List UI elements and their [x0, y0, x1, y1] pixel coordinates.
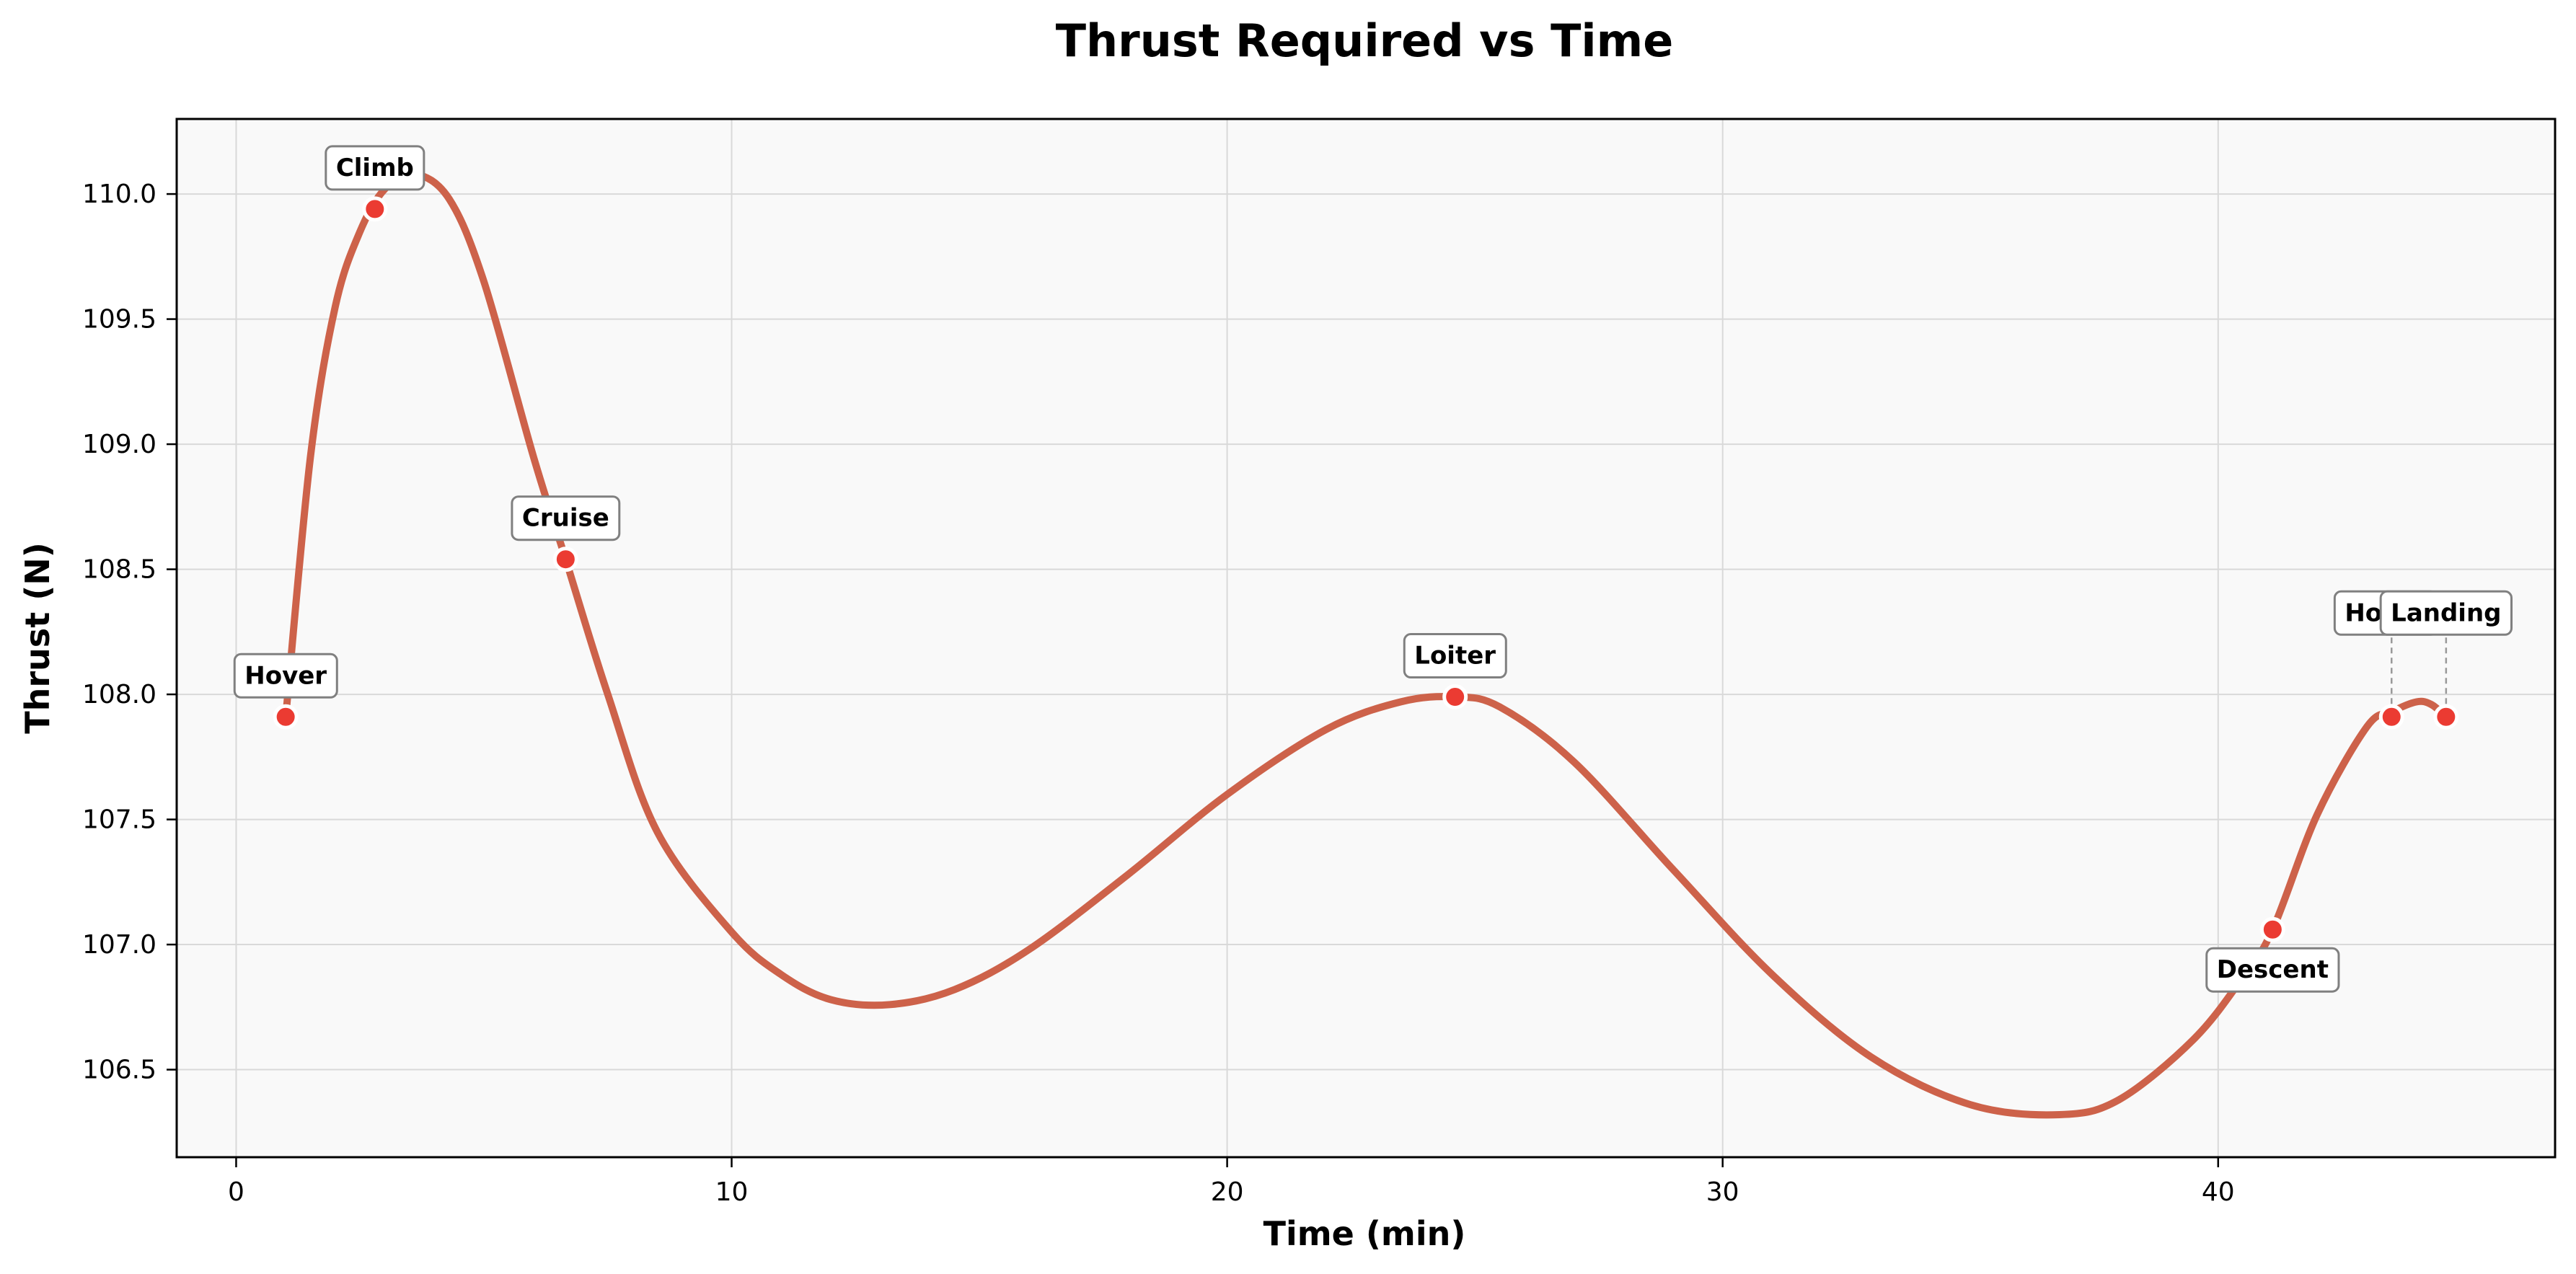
data-point: [362, 196, 388, 222]
annotation-box: [2205, 947, 2340, 993]
plot-area: [177, 119, 2555, 1157]
y-tick-label: 110.0: [82, 180, 156, 209]
plot-frame: [175, 118, 2557, 1159]
chart-title: Thrust Required vs Time: [1056, 14, 1674, 67]
annotation-box: [325, 145, 425, 191]
annotation-label: Loiter: [1414, 642, 1496, 671]
y-tick-label: 107.0: [82, 930, 156, 960]
x-tick-label: 40: [2202, 1177, 2235, 1207]
thrust-series-line: [282, 169, 2450, 1119]
y-tick-label: 109.0: [82, 430, 156, 459]
point-annotation: Descent: [2205, 947, 2340, 993]
y-axis-label: Thrust (N): [18, 542, 57, 734]
point-annotation: Loiter: [1403, 633, 1507, 679]
point-annotation: Climb: [325, 145, 425, 191]
y-tick-label: 106.5: [82, 1056, 156, 1085]
annotation-label: Descent: [2217, 955, 2329, 984]
x-tick-label: 10: [715, 1177, 749, 1207]
annotation-box: [2379, 590, 2513, 636]
x-tick-label: 30: [1706, 1177, 1739, 1207]
annotation-label: Hover: [244, 661, 327, 690]
data-point: [273, 704, 299, 730]
x-tick-label: 20: [1211, 1177, 1244, 1207]
y-tick-label: 108.5: [82, 555, 156, 585]
y-tick-label: 107.5: [82, 805, 156, 835]
data-point: [2433, 704, 2459, 730]
data-point: [552, 547, 578, 572]
y-tick-label: 109.5: [82, 305, 156, 335]
annotation-box: [511, 495, 621, 541]
y-tick-label: 108.0: [82, 680, 156, 709]
data-points: [273, 196, 2459, 942]
x-tick-label: 0: [228, 1177, 244, 1207]
data-point: [2259, 916, 2285, 942]
annotation-box: [1403, 633, 1507, 679]
data-point: [2378, 704, 2404, 730]
grid: [177, 119, 2555, 1157]
annotation-leaders: [2391, 634, 2448, 704]
annotations: HoverClimbCruiseLoiterDescentHoverLandin…: [233, 145, 2513, 993]
annotation-label: Climb: [336, 154, 414, 182]
point-annotation: Cruise: [511, 495, 621, 541]
annotation-label: Cruise: [522, 504, 609, 533]
point-annotation: Landing: [2379, 590, 2513, 636]
x-axis-label: Time (min): [1263, 1214, 1466, 1253]
data-point: [1442, 684, 1468, 710]
ticks: 0 10 20 30 40 106.5 107.0 107.5 108.0 108.5 109.0 1…: [82, 180, 2235, 1207]
annotation-box: [233, 653, 338, 699]
annotation-label: Landing: [2391, 598, 2501, 627]
point-annotation: Hover: [233, 653, 338, 699]
